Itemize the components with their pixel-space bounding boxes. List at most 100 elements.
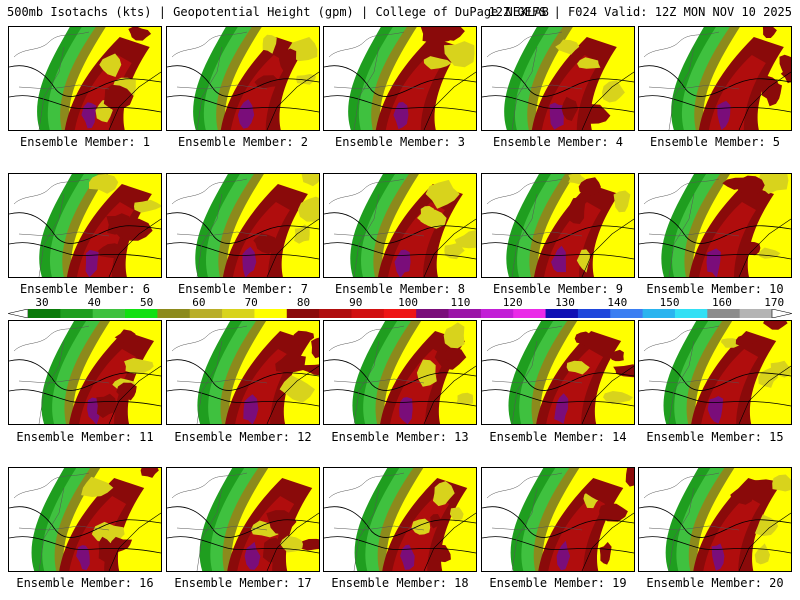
colorbar-tick-label: 130 [555,296,575,309]
colorbar-tick-label: 60 [192,296,206,309]
ensemble-member-map [481,26,635,131]
colorbar-swatch [674,309,708,318]
colorbar-tick-label: 100 [398,296,419,309]
colorbar-scale [8,309,792,318]
colorbar-swatch [189,309,223,318]
ensemble-member-map [481,320,635,425]
colorbar-swatch [125,309,158,318]
colorbar-swatch [157,309,191,318]
ensemble-member-map [481,467,635,572]
colorbar-swatch [416,309,450,318]
colorbar-tick-label: 40 [87,296,101,309]
isotach-map-svg [639,27,791,130]
isotach-map-svg [482,321,634,424]
colorbar-swatch [642,309,676,318]
ensemble-member-map [323,320,477,425]
colorbar-swatch [707,309,741,318]
isotach-map-svg [639,174,791,277]
ensemble-member-map [166,320,320,425]
ensemble-member-map [8,173,162,278]
isotach-map-svg [324,468,476,571]
isotach-colorbar: 30 40 50 60 70 80 90 100 110 120 130 140 150 160 170 [8,297,792,319]
isotach-map-svg [324,174,476,277]
ensemble-member-map [8,320,162,425]
ensemble-member-map [638,467,792,572]
colorbar-tick-label: 50 [139,296,154,309]
colorbar-right-arrow [771,309,792,318]
colorbar-swatch [383,309,417,318]
isotach-map-svg [482,174,634,277]
colorbar-tick-label: 70 [244,296,258,309]
colorbar-swatch [545,309,579,318]
ensemble-member-map [323,173,477,278]
ensemble-member-map [638,320,792,425]
colorbar-swatch [92,309,126,318]
colorbar-swatch [28,309,61,318]
isotach-map-svg [639,321,791,424]
ensemble-member-map [8,26,162,131]
ensemble-member-map [323,467,477,572]
ensemble-member-label: Ensemble Member: 14 [489,430,627,444]
ensemble-member-label: Ensemble Member: 8 [334,282,466,296]
ensemble-member-label: Ensemble Member: 6 [19,282,151,296]
isotach-map-svg [324,321,476,424]
colorbar-tick-label: 160 [711,296,732,309]
ensemble-member-label: Ensemble Member: 19 [489,576,627,590]
colorbar-tick-label: 120 [502,296,523,309]
ensemble-member-map [166,173,320,278]
ensemble-member-label: Ensemble Member: 1 [19,135,151,149]
isotach-map-svg [9,27,161,130]
colorbar-tick-label: 170 [764,296,785,309]
colorbar-swatch [60,309,94,318]
ensemble-member-label: Ensemble Member: 4 [492,135,624,149]
ensemble-member-map [323,26,477,131]
colorbar-swatch [739,309,773,318]
ensemble-member-label: Ensemble Member: 7 [177,282,309,296]
isotach-map-svg [167,27,319,130]
colorbar-tick-label: 150 [659,296,680,309]
ensemble-member-map [8,467,162,572]
ensemble-member-label: Ensemble Member: 11 [16,430,154,444]
colorbar-swatch [222,309,255,318]
chart-header: 500mb Isotachs (kts) | Geopotential Heig… [0,3,800,21]
colorbar-tick-label: 30 [35,296,49,309]
ensemble-member-label: Ensemble Member: 16 [16,576,154,590]
ensemble-member-label: Ensemble Member: 17 [174,576,312,590]
ensemble-member-map [481,173,635,278]
colorbar-swatch [351,309,385,318]
isotach-map-svg [639,468,791,571]
isotach-map-svg [9,174,161,277]
isotach-map-svg [9,468,161,571]
isotach-map-svg [324,27,476,130]
isotach-map-svg [482,27,634,130]
ensemble-member-label: Ensemble Member: 18 [331,576,469,590]
colorbar-swatch [480,309,514,318]
colorbar-left-arrow [8,309,29,318]
ensemble-member-label: Ensemble Member: 12 [174,430,312,444]
isotach-map-svg [9,321,161,424]
ensemble-member-label: Ensemble Member: 15 [646,430,784,444]
ensemble-member-label: Ensemble Member: 3 [334,135,466,149]
isotach-map-svg [167,321,319,424]
ensemble-member-map [166,26,320,131]
isotach-map-svg [167,468,319,571]
colorbar-tick-label: 110 [450,296,471,309]
ensemble-member-label: Ensemble Member: 5 [649,135,781,149]
ensemble-member-label: Ensemble Member: 10 [646,282,784,296]
colorbar-swatch [254,309,288,318]
colorbar-swatch [319,309,352,318]
model-valid-time: 12Z GEFS | F024 Valid: 12Z MON NOV 10 20… [488,5,792,19]
colorbar-swatch [286,309,320,318]
ensemble-member-label: Ensemble Member: 9 [492,282,624,296]
colorbar-tick-label: 80 [296,296,311,309]
colorbar-swatch [610,309,644,318]
product-title: 500mb Isotachs (kts) | Geopotential Heig… [7,5,549,19]
ensemble-member-map [638,173,792,278]
ensemble-member-map [166,467,320,572]
colorbar-tick-label: 140 [607,296,628,309]
ensemble-member-map [638,26,792,131]
colorbar-tick-label: 90 [349,296,363,309]
colorbar-swatch [577,309,611,318]
ensemble-member-label: Ensemble Member: 13 [331,430,469,444]
colorbar-swatch [513,309,547,318]
